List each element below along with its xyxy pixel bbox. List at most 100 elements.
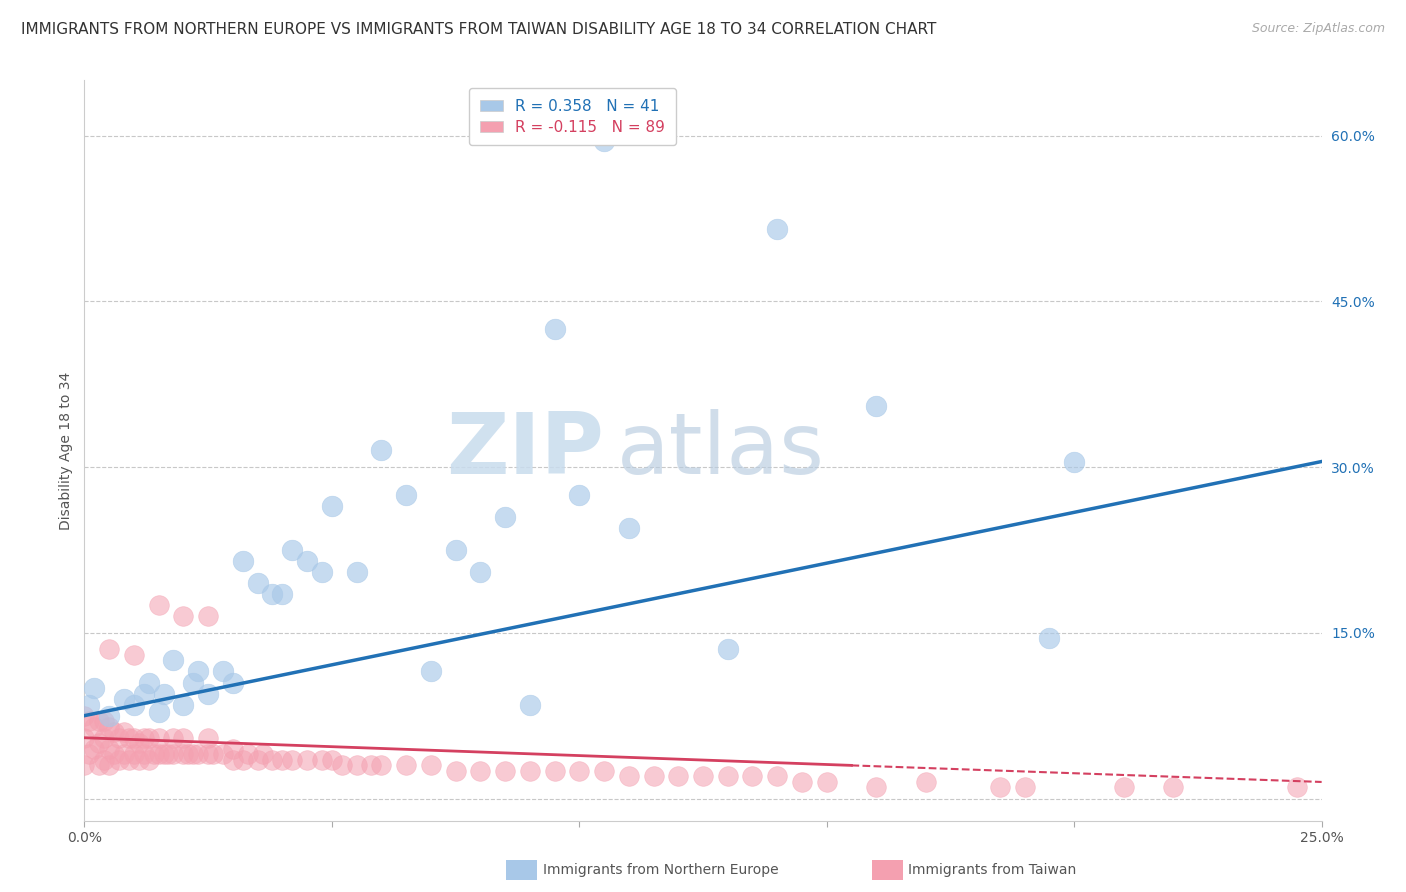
Point: [865, 780, 887, 795]
Point: [177, 747, 200, 762]
Point: [83, 741, 105, 756]
Point: [692, 769, 714, 783]
Point: [172, 747, 194, 762]
Point: [617, 769, 640, 783]
Point: [132, 731, 155, 745]
Point: [494, 509, 516, 524]
Point: [246, 576, 269, 591]
Point: [1038, 632, 1060, 646]
Point: [73, 708, 96, 723]
Point: [89, 758, 111, 772]
Point: [212, 747, 235, 762]
Point: [370, 758, 392, 772]
Point: [815, 775, 838, 789]
Point: [222, 753, 245, 767]
Point: [617, 521, 640, 535]
Point: [222, 741, 245, 756]
Point: [138, 753, 160, 767]
Point: [281, 753, 304, 767]
Point: [172, 731, 194, 745]
Point: [1161, 780, 1184, 795]
Point: [370, 443, 392, 458]
Text: ZIP: ZIP: [446, 409, 605, 492]
Point: [98, 720, 121, 734]
Point: [593, 134, 616, 148]
Point: [271, 753, 294, 767]
Point: [444, 764, 467, 778]
Point: [419, 758, 441, 772]
Point: [122, 698, 145, 712]
Point: [172, 609, 194, 624]
Point: [108, 753, 131, 767]
Point: [122, 731, 145, 745]
Point: [132, 747, 155, 762]
Point: [103, 725, 125, 739]
Point: [494, 764, 516, 778]
Point: [252, 747, 274, 762]
Point: [202, 747, 225, 762]
Point: [162, 731, 184, 745]
Point: [112, 692, 135, 706]
Text: Immigrants from Northern Europe: Immigrants from Northern Europe: [543, 863, 779, 877]
Point: [148, 706, 170, 720]
Point: [181, 675, 204, 690]
Point: [112, 747, 135, 762]
Point: [346, 565, 368, 579]
Point: [197, 731, 219, 745]
Point: [321, 499, 343, 513]
Point: [395, 488, 418, 502]
Point: [1063, 454, 1085, 468]
Point: [568, 764, 591, 778]
Point: [236, 747, 259, 762]
Text: Immigrants from Taiwan: Immigrants from Taiwan: [908, 863, 1077, 877]
Text: Source: ZipAtlas.com: Source: ZipAtlas.com: [1251, 22, 1385, 36]
Point: [766, 222, 789, 236]
Point: [281, 542, 304, 557]
Point: [152, 687, 174, 701]
Point: [148, 747, 170, 762]
Point: [187, 747, 209, 762]
Point: [83, 681, 105, 695]
Point: [593, 764, 616, 778]
Point: [148, 731, 170, 745]
Point: [103, 747, 125, 762]
Point: [122, 648, 145, 662]
Point: [568, 488, 591, 502]
Point: [98, 741, 121, 756]
Point: [519, 764, 541, 778]
Point: [790, 775, 813, 789]
Point: [222, 675, 245, 690]
Point: [108, 731, 131, 745]
Point: [138, 675, 160, 690]
Point: [197, 747, 219, 762]
Point: [643, 769, 665, 783]
Point: [162, 653, 184, 667]
Point: [118, 731, 141, 745]
Point: [152, 747, 174, 762]
Point: [246, 753, 269, 767]
Text: atlas: atlas: [616, 409, 824, 492]
Point: [666, 769, 689, 783]
Point: [93, 731, 115, 745]
Point: [172, 698, 194, 712]
Point: [83, 720, 105, 734]
Point: [98, 642, 121, 657]
Point: [98, 758, 121, 772]
Point: [346, 758, 368, 772]
Point: [271, 587, 294, 601]
Point: [142, 747, 165, 762]
Text: IMMIGRANTS FROM NORTHERN EUROPE VS IMMIGRANTS FROM TAIWAN DISABILITY AGE 18 TO 3: IMMIGRANTS FROM NORTHERN EUROPE VS IMMIG…: [21, 22, 936, 37]
Point: [395, 758, 418, 772]
Point: [138, 731, 160, 745]
Point: [132, 687, 155, 701]
Point: [543, 764, 565, 778]
Point: [79, 747, 101, 762]
Point: [717, 642, 740, 657]
Point: [311, 753, 333, 767]
Point: [865, 399, 887, 413]
Point: [295, 753, 318, 767]
Y-axis label: Disability Age 18 to 34: Disability Age 18 to 34: [59, 371, 73, 530]
Point: [197, 687, 219, 701]
Point: [543, 322, 565, 336]
Point: [89, 736, 111, 750]
